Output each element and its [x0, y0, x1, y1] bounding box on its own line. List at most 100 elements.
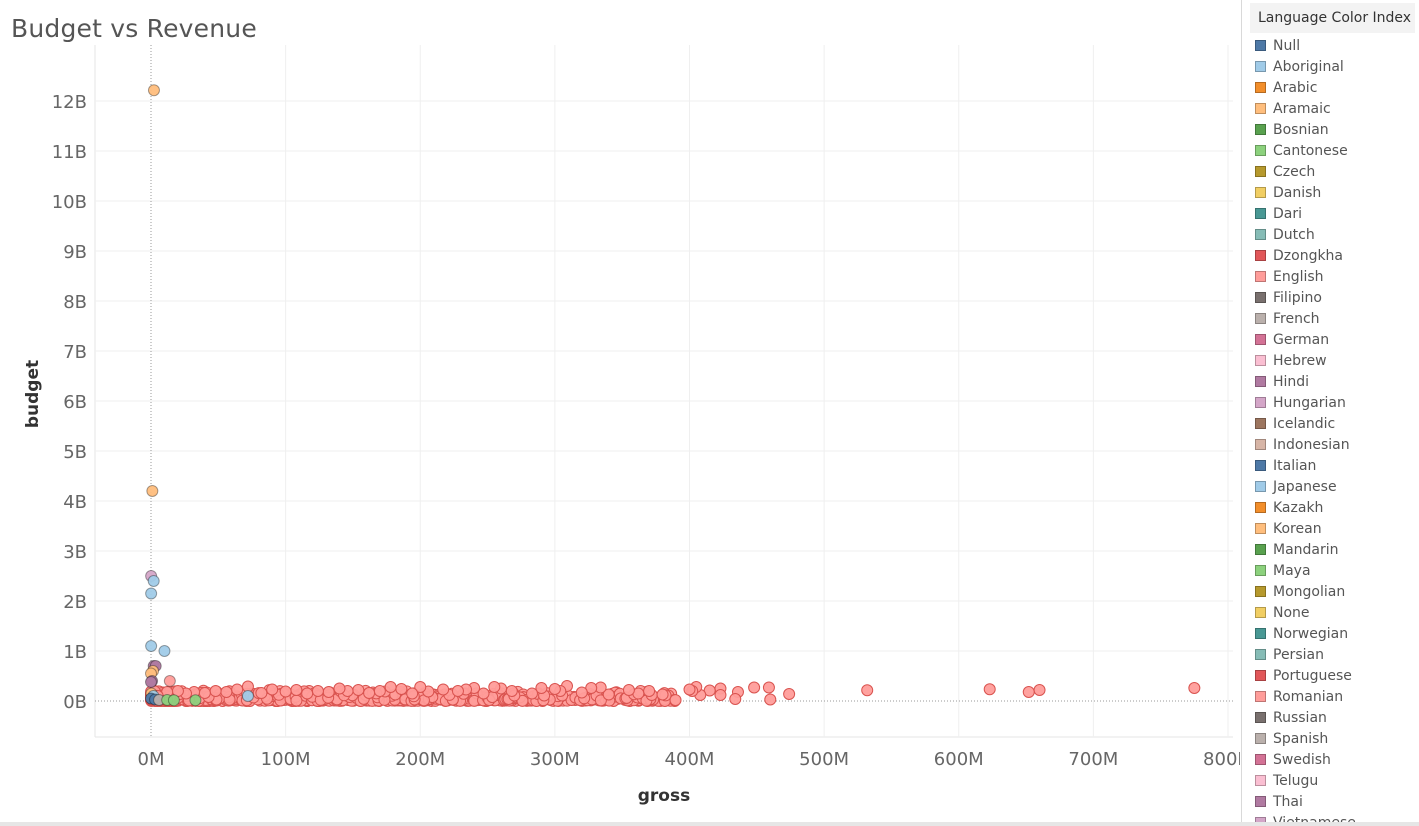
legend-item[interactable]: German — [1255, 329, 1356, 350]
data-point — [983, 683, 996, 696]
legend-label: Mandarin — [1273, 541, 1339, 558]
legend-item[interactable]: Mandarin — [1255, 539, 1356, 560]
legend-label: Aboriginal — [1273, 58, 1344, 75]
legend-label: Cantonese — [1273, 142, 1348, 159]
data-point — [167, 694, 180, 707]
legend-item[interactable]: Persian — [1255, 644, 1356, 665]
data-point — [783, 688, 796, 700]
legend-item[interactable]: Hindi — [1255, 371, 1356, 392]
legend-panel[interactable]: Language Color Index Null Aboriginal Arabi… — [1246, 0, 1419, 826]
legend-label: Persian — [1273, 646, 1324, 663]
legend-item[interactable]: Icelandic — [1255, 413, 1356, 434]
chart-title: Budget vs Revenue — [11, 14, 257, 43]
legend-item[interactable]: Spanish — [1255, 728, 1356, 749]
data-point — [384, 681, 397, 693]
legend-item[interactable]: Cantonese — [1255, 140, 1356, 161]
legend-swatch — [1255, 397, 1266, 408]
data-point — [395, 683, 408, 695]
legend-item[interactable]: Mongolian — [1255, 581, 1356, 602]
y-axis-title: budget — [23, 360, 43, 428]
legend-item[interactable]: French — [1255, 308, 1356, 329]
legend-item[interactable]: Czech — [1255, 161, 1356, 182]
legend-label: Japanese — [1273, 478, 1337, 495]
legend-item[interactable]: Thai — [1255, 791, 1356, 812]
legend-item[interactable]: Indonesian — [1255, 434, 1356, 455]
data-point — [535, 682, 548, 694]
data-point — [602, 688, 615, 701]
data-point — [643, 685, 656, 697]
legend-item[interactable]: Dzongkha — [1255, 245, 1356, 266]
legend-item[interactable]: Norwegian — [1255, 623, 1356, 644]
data-point — [290, 694, 303, 707]
legend-item[interactable]: Japanese — [1255, 476, 1356, 497]
data-point — [505, 685, 518, 697]
legend-item[interactable]: Aboriginal — [1255, 56, 1356, 77]
legend-swatch — [1255, 502, 1266, 513]
legend-swatch — [1255, 103, 1266, 114]
legend-item[interactable]: Kazakh — [1255, 497, 1356, 518]
legend-item[interactable]: Null — [1255, 35, 1356, 56]
legend-label: Filipino — [1273, 289, 1322, 306]
points-layer — [145, 84, 1201, 707]
legend-label: French — [1273, 310, 1320, 327]
legend-label: English — [1273, 268, 1324, 285]
legend-swatch — [1255, 166, 1266, 177]
y-tick-label: 11B — [52, 142, 87, 163]
legend-item[interactable]: Dutch — [1255, 224, 1356, 245]
legend-swatch — [1255, 250, 1266, 261]
data-point — [145, 640, 158, 652]
legend-item[interactable]: Aramaic — [1255, 98, 1356, 119]
legend-item[interactable]: Swedish — [1255, 749, 1356, 770]
data-point — [1022, 686, 1035, 698]
y-tick-label: 8B — [63, 292, 87, 313]
legend-item[interactable]: Italian — [1255, 455, 1356, 476]
legend-item[interactable]: Telugu — [1255, 770, 1356, 791]
legend-item[interactable]: Hebrew — [1255, 350, 1356, 371]
legend-label: Danish — [1273, 184, 1322, 201]
data-point — [373, 685, 386, 697]
x-axis-title: gross — [638, 786, 690, 806]
legend-item[interactable]: Romanian — [1255, 686, 1356, 707]
data-point — [231, 683, 244, 696]
data-point — [1188, 682, 1201, 694]
legend-item[interactable]: None — [1255, 602, 1356, 623]
x-tick-label: 500M — [799, 749, 849, 770]
scatter-plot[interactable]: 0B 1B 2B 3B 4B 5B 6B 7B 8B 9B 10B 11B 12B 0M 100M 200M 3… — [0, 0, 1240, 822]
grid-layer — [94, 45, 1233, 738]
bottom-scroll-bar[interactable] — [0, 822, 1419, 826]
y-tick-label: 3B — [63, 542, 87, 563]
legend-item[interactable]: Filipino — [1255, 287, 1356, 308]
legend-item[interactable]: Korean — [1255, 518, 1356, 539]
data-point — [622, 684, 635, 696]
legend-item[interactable]: English — [1255, 266, 1356, 287]
legend-label: Italian — [1273, 457, 1317, 474]
legend-item[interactable]: Danish — [1255, 182, 1356, 203]
legend-swatch — [1255, 271, 1266, 282]
data-point — [406, 687, 419, 700]
legend-item[interactable]: Hungarian — [1255, 392, 1356, 413]
legend-swatch — [1255, 460, 1266, 471]
legend-label: Hindi — [1273, 373, 1310, 390]
data-point — [209, 685, 222, 697]
legend-swatch — [1255, 418, 1266, 429]
axis-layer: 0B 1B 2B 3B 4B 5B 6B 7B 8B 9B 10B 11B 12B 0M 100M 200M 3… — [52, 92, 1240, 770]
legend-item[interactable]: Arabic — [1255, 77, 1356, 98]
legend-item[interactable]: Dari — [1255, 203, 1356, 224]
data-point — [437, 683, 450, 696]
data-point — [764, 693, 777, 706]
data-point — [311, 685, 324, 697]
legend-swatch — [1255, 187, 1266, 198]
legend-swatch — [1255, 439, 1266, 450]
legend-swatch — [1255, 754, 1266, 765]
legend-swatch — [1255, 670, 1266, 681]
legend-item[interactable]: Portuguese — [1255, 665, 1356, 686]
data-point — [189, 694, 202, 707]
legend-item[interactable]: Russian — [1255, 707, 1356, 728]
data-point — [748, 681, 761, 694]
legend-label: Dzongkha — [1273, 247, 1344, 264]
legend-item[interactable]: Bosnian — [1255, 119, 1356, 140]
legend-item[interactable]: Vietnamese — [1255, 812, 1356, 826]
legend-item[interactable]: Maya — [1255, 560, 1356, 581]
data-point — [241, 690, 254, 702]
legend-swatch — [1255, 733, 1266, 744]
